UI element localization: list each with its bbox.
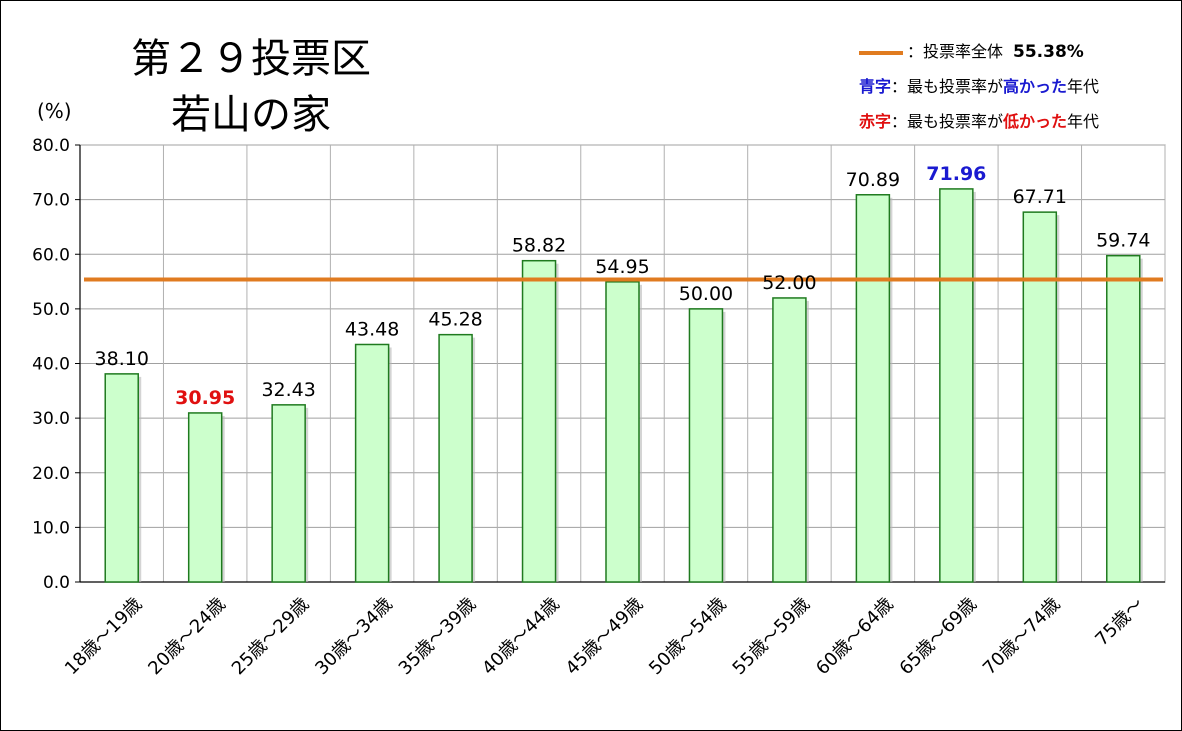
y-tick-label: 30.0 [32,409,70,429]
data-label: 67.71 [1013,186,1067,208]
data-label: 38.10 [95,348,149,370]
x-category-label: 60歳～64歳 [812,594,897,679]
data-label: 58.82 [512,235,566,257]
bar [187,412,223,583]
data-label: 54.95 [595,256,649,278]
y-tick-label: 0.0 [43,573,70,593]
y-tick-label: 80.0 [32,136,70,156]
legend-red-suffix: 年代 [1067,112,1100,131]
y-axis-unit-label: (%) [37,99,72,123]
y-tick-label: 10.0 [32,518,70,538]
x-category-label: 65歳～69歳 [896,594,981,679]
bar [521,259,557,583]
legend-red-emph: 低かった [1003,112,1068,131]
bar [438,333,473,583]
x-category-label: 50歳～54歳 [645,594,730,679]
legend-overall-line-swatch [859,50,903,55]
bar [688,308,724,583]
bar [104,373,139,583]
legend-lowest: 赤字：最も投票率が低かった年代 [859,108,1099,132]
data-label: 30.95 [175,387,235,409]
legend-red-prefix: ：最も投票率が [891,112,1004,131]
x-category-label: 40歳～44歳 [478,594,563,679]
legend-blue-emph: 高かった [1003,77,1068,96]
y-tick-label: 50.0 [32,300,70,320]
y-tick-label: 70.0 [32,191,70,211]
bar [605,281,640,583]
y-tick-label: 40.0 [32,355,70,375]
legend-blue-suffix: 年代 [1067,77,1100,96]
legend-blue-key: 青字 [859,77,892,96]
x-category-label: 75歳～ [1091,594,1148,651]
data-label: 59.74 [1096,230,1150,252]
bar [772,297,807,583]
data-label: 43.48 [345,318,399,340]
x-category-label: 35歳～39歳 [395,594,480,679]
bar [271,404,306,583]
bar [1106,254,1141,583]
x-category-label: 70歳～74歳 [979,594,1064,679]
data-label: 52.00 [762,272,816,294]
y-tick-label: 20.0 [32,464,70,484]
x-category-label: 45歳～49歳 [562,594,647,679]
data-label: 45.28 [428,309,482,331]
x-category-label: 25歳～29歳 [228,594,313,679]
legend-blue-prefix: ：最も投票率が [891,77,1004,96]
x-category-label: 18歳～19歳 [61,594,146,679]
bar [855,194,891,583]
legend-overall-label: ：投票率全体 [907,42,1004,61]
data-label: 32.43 [261,379,315,401]
data-label: 50.00 [679,283,733,305]
y-tick-label: 60.0 [32,245,70,265]
x-category-label: 55歳～59歳 [729,594,814,679]
bar [939,188,974,583]
data-label: 71.96 [926,163,986,185]
chart-title-line1: 第２９投票区 [131,36,371,82]
legend-red-key: 赤字 [859,112,892,131]
x-category-label: 30歳～34歳 [311,594,396,679]
data-label: 70.89 [846,169,900,191]
x-category-label: 20歳～24歳 [144,594,229,679]
chart-title-line2: 若山の家 [171,92,331,138]
bar [1022,211,1058,583]
legend-overall: ：投票率全体 55.38% [859,38,1084,62]
bar [354,343,390,583]
legend-highest: 青字：最も投票率が高かった年代 [859,73,1099,97]
legend-overall-value: 55.38% [1013,42,1084,62]
